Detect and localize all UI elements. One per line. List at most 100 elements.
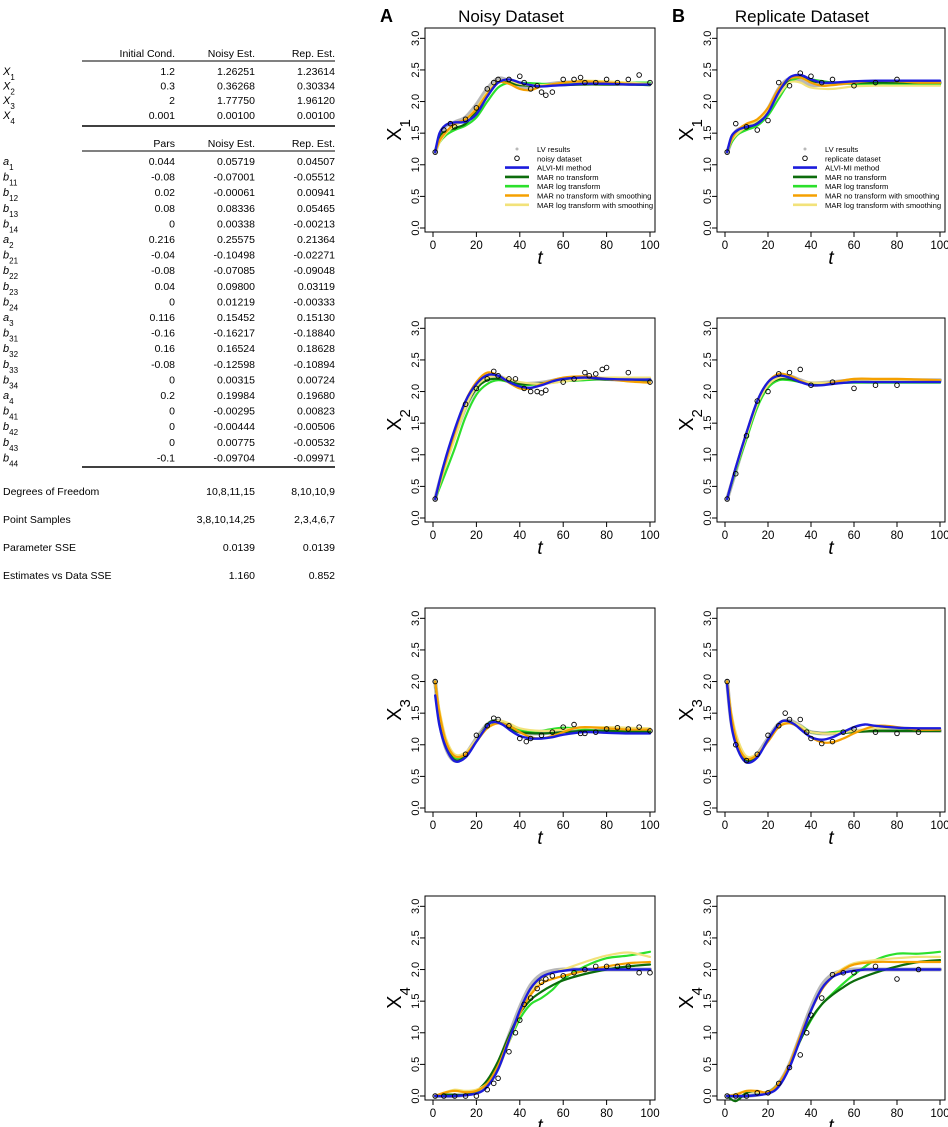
legend-label: replicate dataset (825, 154, 882, 163)
data-point (447, 120, 454, 127)
data-point (636, 72, 642, 78)
x-tick-label: 80 (600, 820, 613, 832)
panel-title: Replicate Dataset (735, 7, 869, 26)
data-point (808, 382, 814, 388)
table-cell: 0.16524 (217, 343, 255, 355)
data-point (512, 1030, 519, 1036)
x-tick-label: 60 (557, 530, 570, 542)
y-tick-label: 0.5 (410, 769, 422, 784)
table-row-label: a1 (3, 156, 14, 172)
table-row-label: b44 (3, 452, 19, 468)
table-row-label: b41 (3, 406, 19, 422)
table-cell: 0.216 (149, 234, 175, 246)
table-cell: 0 (169, 421, 175, 433)
y-tick-label: 0.0 (702, 1088, 714, 1103)
y-tick-label: 3.0 (702, 31, 714, 46)
y-tick-label: 0.0 (702, 510, 714, 525)
table-row-label: X4 (2, 110, 15, 126)
legend-label: MAR no transform (825, 173, 887, 182)
table-row-label: b13 (3, 203, 19, 219)
chart-A-x1: 0.0 0.5 1.0 1.5 2.0 2.5 3.0 0 20 40 60 80 100 t X1 LV r… (384, 27, 660, 269)
data-point (647, 969, 653, 976)
series-line (725, 968, 942, 1098)
table-cell: 0 (169, 296, 175, 308)
data-point (534, 82, 540, 89)
y-tick-label: 3.0 (410, 899, 422, 914)
data-point (538, 979, 545, 985)
data-point (733, 742, 739, 748)
y-tick-label: 1.0 (702, 157, 714, 172)
table-cell: 0.00724 (297, 374, 335, 386)
y-tick-label: 3.0 (410, 321, 422, 336)
y-tick-label: 2.0 (702, 962, 714, 977)
data-point (495, 716, 501, 723)
series-line (433, 967, 652, 1099)
y-tick-label: 1.5 (410, 706, 422, 721)
data-point (523, 738, 530, 745)
x-tick-label: 60 (848, 820, 861, 832)
data-point (599, 366, 606, 373)
data-point (603, 76, 610, 83)
data-point (743, 124, 750, 130)
y-tick-label: 2.0 (410, 674, 422, 689)
data-point (593, 371, 599, 377)
table-cell: -0.10498 (214, 250, 256, 262)
data-point (582, 730, 588, 737)
table-cell: 0.09800 (217, 281, 255, 293)
data-point (432, 678, 438, 685)
y-axis-label: X3 (676, 699, 706, 721)
data-point (495, 1075, 501, 1082)
data-point (724, 149, 730, 155)
legend-swatch (515, 147, 519, 151)
data-point (776, 79, 782, 86)
table-cell: 0 (169, 406, 175, 418)
panel-letter: B (672, 6, 685, 26)
y-tick-label: 2.5 (702, 62, 714, 77)
data-point (819, 740, 825, 747)
table-cell: 0.00775 (217, 437, 255, 449)
y-tick-label: 1.5 (702, 416, 714, 431)
x-tick-label: 40 (513, 820, 526, 832)
data-point (462, 1093, 469, 1099)
data-point (506, 376, 512, 382)
table-cell: 0.30334 (297, 81, 335, 93)
summary-value: 0.0139 (303, 542, 335, 554)
y-tick-label: 3.0 (702, 321, 714, 336)
series-line (725, 373, 942, 501)
series-line (434, 680, 652, 757)
data-point (432, 1093, 438, 1099)
legend-swatch (803, 147, 807, 151)
data-point (462, 401, 469, 407)
data-point (786, 716, 793, 723)
table-cell: 0.2 (160, 390, 175, 402)
x-tick-label: 80 (891, 1108, 904, 1120)
data-point (840, 969, 847, 976)
table-header: Rep. Est. (292, 48, 335, 60)
x-tick-label: 100 (930, 820, 948, 832)
summary-label: Point Samples (3, 514, 71, 526)
data-point (754, 1090, 761, 1096)
chart-A-x3: 0.0 0.5 1.0 1.5 2.0 2.5 3.0 0 20 40 60 80 100 t X3 (384, 607, 660, 849)
table-row-label: a4 (3, 390, 14, 406)
table-row-label: b42 (3, 421, 19, 437)
table-header: Noisy Est. (208, 138, 255, 150)
series-line (433, 76, 652, 155)
data-point (462, 116, 469, 123)
table-cell: 0.00941 (297, 187, 335, 199)
table-cell: -0.09704 (214, 452, 256, 464)
plot-frame (716, 27, 946, 233)
series-line (725, 967, 942, 1099)
data-point (625, 963, 632, 970)
x-tick-label: 60 (848, 240, 861, 252)
x-tick-label: 60 (848, 1108, 861, 1120)
series-line (726, 680, 942, 759)
x-axis-label: t (828, 248, 834, 269)
data-point (582, 369, 588, 376)
summary-value: 2,3,4,6,7 (294, 514, 335, 526)
x-axis-label: t (537, 248, 543, 269)
data-point (506, 723, 512, 729)
data-point (803, 1030, 810, 1036)
chart-A-x4: 0.0 0.5 1.0 1.5 2.0 2.5 3.0 0 20 40 60 80 100 t X4 (384, 895, 660, 1127)
table-cell: 0.36268 (217, 81, 255, 93)
data-point (512, 376, 519, 382)
